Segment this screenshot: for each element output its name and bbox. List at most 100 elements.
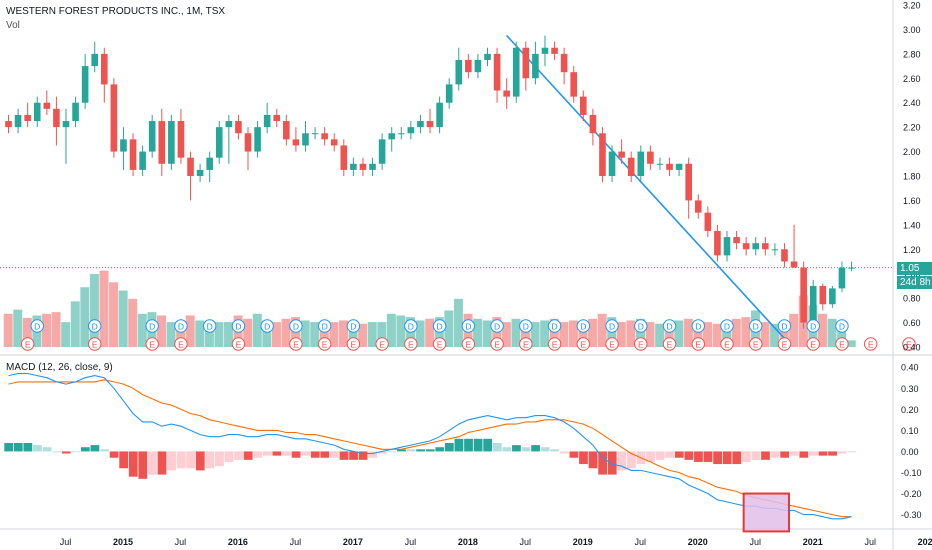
macd-highlight-box[interactable]: [742, 492, 790, 533]
volume-bars: [3, 270, 856, 347]
dividend-marker-circle: [547, 319, 562, 333]
macd-histogram-bar: [90, 445, 100, 452]
candle-body: [455, 59, 463, 85]
candle-body: [599, 133, 606, 176]
dividend-marker-label: D: [149, 321, 155, 331]
macd-histogram-bar: [512, 445, 521, 452]
macd-histogram-bar: [253, 451, 263, 458]
time-tick-label: Jul: [60, 537, 72, 547]
candle-body: [407, 127, 415, 134]
time-tick-label: 2019: [573, 537, 593, 547]
volume-bar: [329, 322, 339, 347]
volume-bar: [99, 270, 109, 347]
earnings-marker-label: E: [236, 339, 242, 349]
candle-body: [541, 47, 549, 54]
candle-body: [330, 139, 338, 146]
earnings-marker-circle: [490, 337, 504, 351]
macd-histogram-bar: [320, 451, 330, 458]
macd-tick-label: -0.20: [901, 489, 922, 499]
earnings-marker-circle: [404, 337, 418, 351]
candle-body: [809, 285, 817, 323]
volume-bar: [13, 309, 23, 347]
price-tick-label: 1.60: [903, 196, 921, 206]
earnings-marker-circle: [576, 337, 590, 351]
macd-histogram-bar: [531, 445, 540, 452]
symbol-title: WESTERN FOREST PRODUCTS INC., 1M, TSX: [6, 6, 226, 17]
candle-body: [24, 114, 31, 122]
dividend-marker-circle: [404, 319, 418, 333]
trendline-segment[interactable]: [506, 34, 786, 339]
trendline[interactable]: [506, 34, 786, 339]
price-tick-label: 2.20: [903, 123, 921, 133]
volume-bar: [339, 320, 348, 347]
candle-body: [848, 267, 855, 269]
candle-body: [369, 163, 376, 170]
candle-body: [53, 108, 60, 128]
macd-histogram-bar: [540, 447, 550, 452]
earnings-marker-label: E: [839, 339, 845, 349]
earnings-marker-circle: [720, 337, 734, 351]
candle-body: [829, 288, 836, 305]
candle-body: [62, 121, 70, 128]
time-tick-label: Jul: [520, 537, 532, 547]
macd-histogram-bar: [847, 451, 857, 453]
earnings-marker-circle: [605, 337, 619, 351]
volume-bar: [722, 322, 732, 347]
volume-bar: [310, 322, 320, 347]
earnings-marker-circle: [375, 337, 389, 351]
time-tick-label: 2017: [343, 537, 363, 547]
candle-body: [742, 243, 750, 250]
time-tick-label: 2015: [113, 537, 133, 547]
volume-bar: [128, 298, 138, 347]
earnings-marker-label: E: [293, 339, 299, 349]
earnings-marker-label: E: [868, 339, 874, 349]
macd-histogram-bar: [368, 451, 378, 458]
candle-body: [263, 114, 271, 128]
candle-body: [350, 163, 357, 170]
volume-bar: [770, 323, 780, 347]
candle-body: [43, 102, 51, 109]
earnings-marker-label: E: [351, 339, 357, 349]
dividend-marker-circle: [605, 319, 619, 333]
earnings-marker-circle: [547, 337, 562, 351]
volume-bar: [683, 318, 693, 347]
macd-histogram-bar: [262, 451, 272, 456]
earnings-marker-circle: [346, 337, 361, 351]
macd-tick-label: -0.30: [901, 510, 922, 520]
earnings-marker-circle: [20, 337, 35, 351]
candle-body: [560, 53, 568, 73]
candle-body: [637, 151, 645, 176]
volume-bar: [176, 323, 186, 347]
candle-body: [196, 169, 204, 176]
macd-histogram-bar: [674, 451, 684, 458]
macd-histogram-bar: [665, 451, 675, 458]
macd-histogram-bar: [13, 443, 23, 452]
macd-histogram-bar: [837, 451, 847, 454]
volume-bar: [578, 322, 588, 347]
volume-bar: [185, 315, 195, 347]
macd-histogram-bar: [176, 451, 186, 469]
earnings-marker-label: E: [408, 339, 414, 349]
earnings-marker-label: E: [724, 339, 730, 349]
candle-body: [465, 59, 472, 73]
volume-bar: [741, 317, 751, 347]
dividend-marker-label: D: [753, 321, 759, 331]
candle-body: [474, 59, 482, 73]
candle-body: [522, 47, 530, 79]
earnings-marker-circle: [174, 337, 188, 351]
candle-body: [254, 127, 261, 152]
candle-body: [187, 157, 194, 176]
earnings-marker-label: E: [466, 339, 472, 349]
price-tick-label: 3.00: [903, 25, 921, 35]
earnings-marker-circle: [289, 337, 303, 351]
macd-histogram-bar: [722, 451, 732, 465]
macd-histogram-bar: [559, 451, 569, 454]
earnings-marker-circle: [432, 337, 447, 351]
dividend-marker-label: D: [494, 321, 500, 331]
macd-tick-label: -0.10: [901, 468, 922, 478]
dividend-marker-circle: [720, 319, 734, 333]
candle-body: [493, 53, 501, 91]
earnings-marker-circle: [806, 337, 820, 351]
volume-bar: [568, 320, 578, 347]
volume-bar: [425, 318, 435, 347]
